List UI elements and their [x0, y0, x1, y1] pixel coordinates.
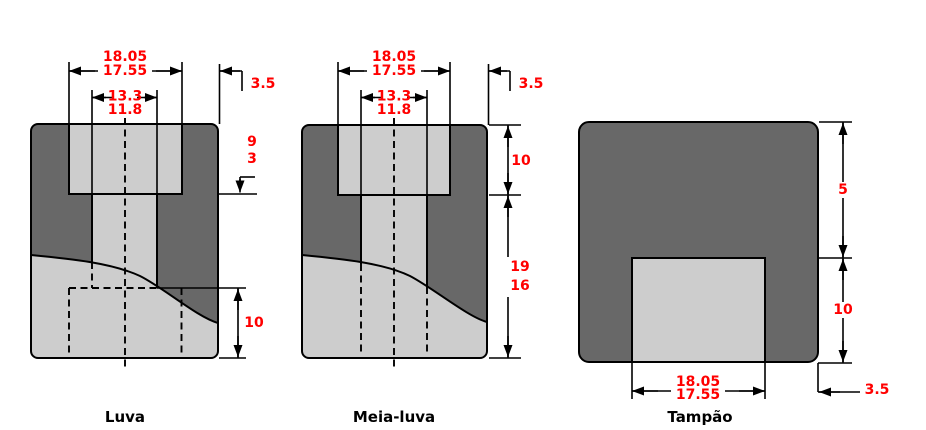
tampao-dim-socket-depth: 10: [833, 302, 853, 318]
luva-label: Luva: [105, 408, 145, 426]
tampao-dim-top-height: 5: [838, 182, 848, 198]
luva-dim-bottom-socket-depth: 10: [244, 315, 264, 331]
tampao-body-outline: [578, 121, 819, 363]
meia-luva-socket-outline: [337, 125, 451, 196]
luva-section-view: [30, 123, 246, 359]
meia-luva-dim-socket-depth: 10: [511, 153, 531, 169]
meia-luva-dim-socket-outer-min: 17.55: [372, 63, 416, 79]
meia-luva-socket: [338, 125, 450, 195]
meia-luva-dim-socket-outer-max: 18.05: [372, 49, 416, 65]
meia-luva-label: Meia-luva: [353, 408, 435, 426]
meia-luva-dimensions: [337, 62, 537, 359]
luva-break-curve: [31, 254, 218, 324]
meia-luva-dim-bore-min: 11.8: [377, 102, 412, 118]
luva-dim-bore-min: 11.8: [108, 102, 143, 118]
luva-dim-bore-max: 13.3: [108, 89, 143, 105]
luva-dim-socket-outer-max: 18.05: [103, 49, 147, 65]
meia-luva-dim-bore-max: 13.3: [377, 89, 412, 105]
luva-dimensions: [68, 62, 257, 359]
luva-hidden-lines: [68, 118, 183, 371]
meia-luva-hidden-lines: [360, 118, 428, 371]
tampao-socket: [632, 258, 765, 362]
tampao-figure: 5 10 18.05 17.55 3.5 Tampão: [578, 121, 890, 426]
luva-dim-thread-depth-max: 9: [247, 134, 257, 150]
meia-luva-dim-body-depth-max: 19: [510, 259, 529, 275]
tampao-dimensions: [631, 121, 860, 402]
meia-luva-dim-wall-offset: 3.5: [519, 76, 544, 92]
luva-dim-socket-outer-min: 17.55: [103, 63, 147, 79]
meia-luva-break-curve: [302, 254, 487, 323]
meia-luva-section-view: [301, 124, 488, 359]
tampao-dim-wall-offset: 3.5: [865, 382, 890, 398]
luva-figure: 18.05 17.55 13.3 11.8 3.5 9 3 10 Luva: [30, 49, 276, 426]
luva-dim-thread-depth-min: 3: [247, 151, 257, 167]
meia-luva-dim-body-depth-min: 16: [510, 278, 529, 294]
tampao-dim-socket-outer-min: 17.55: [676, 387, 720, 403]
tampao-label: Tampão: [667, 408, 732, 426]
luva-dim-wall-offset: 3.5: [251, 76, 276, 92]
tampao-section-view: [578, 121, 819, 363]
tampao-dim-socket-outer-max: 18.05: [676, 374, 720, 390]
meia-luva-figure: 18.05 17.55 13.3 11.8 3.5 10 19 16 Meia-…: [301, 49, 544, 426]
